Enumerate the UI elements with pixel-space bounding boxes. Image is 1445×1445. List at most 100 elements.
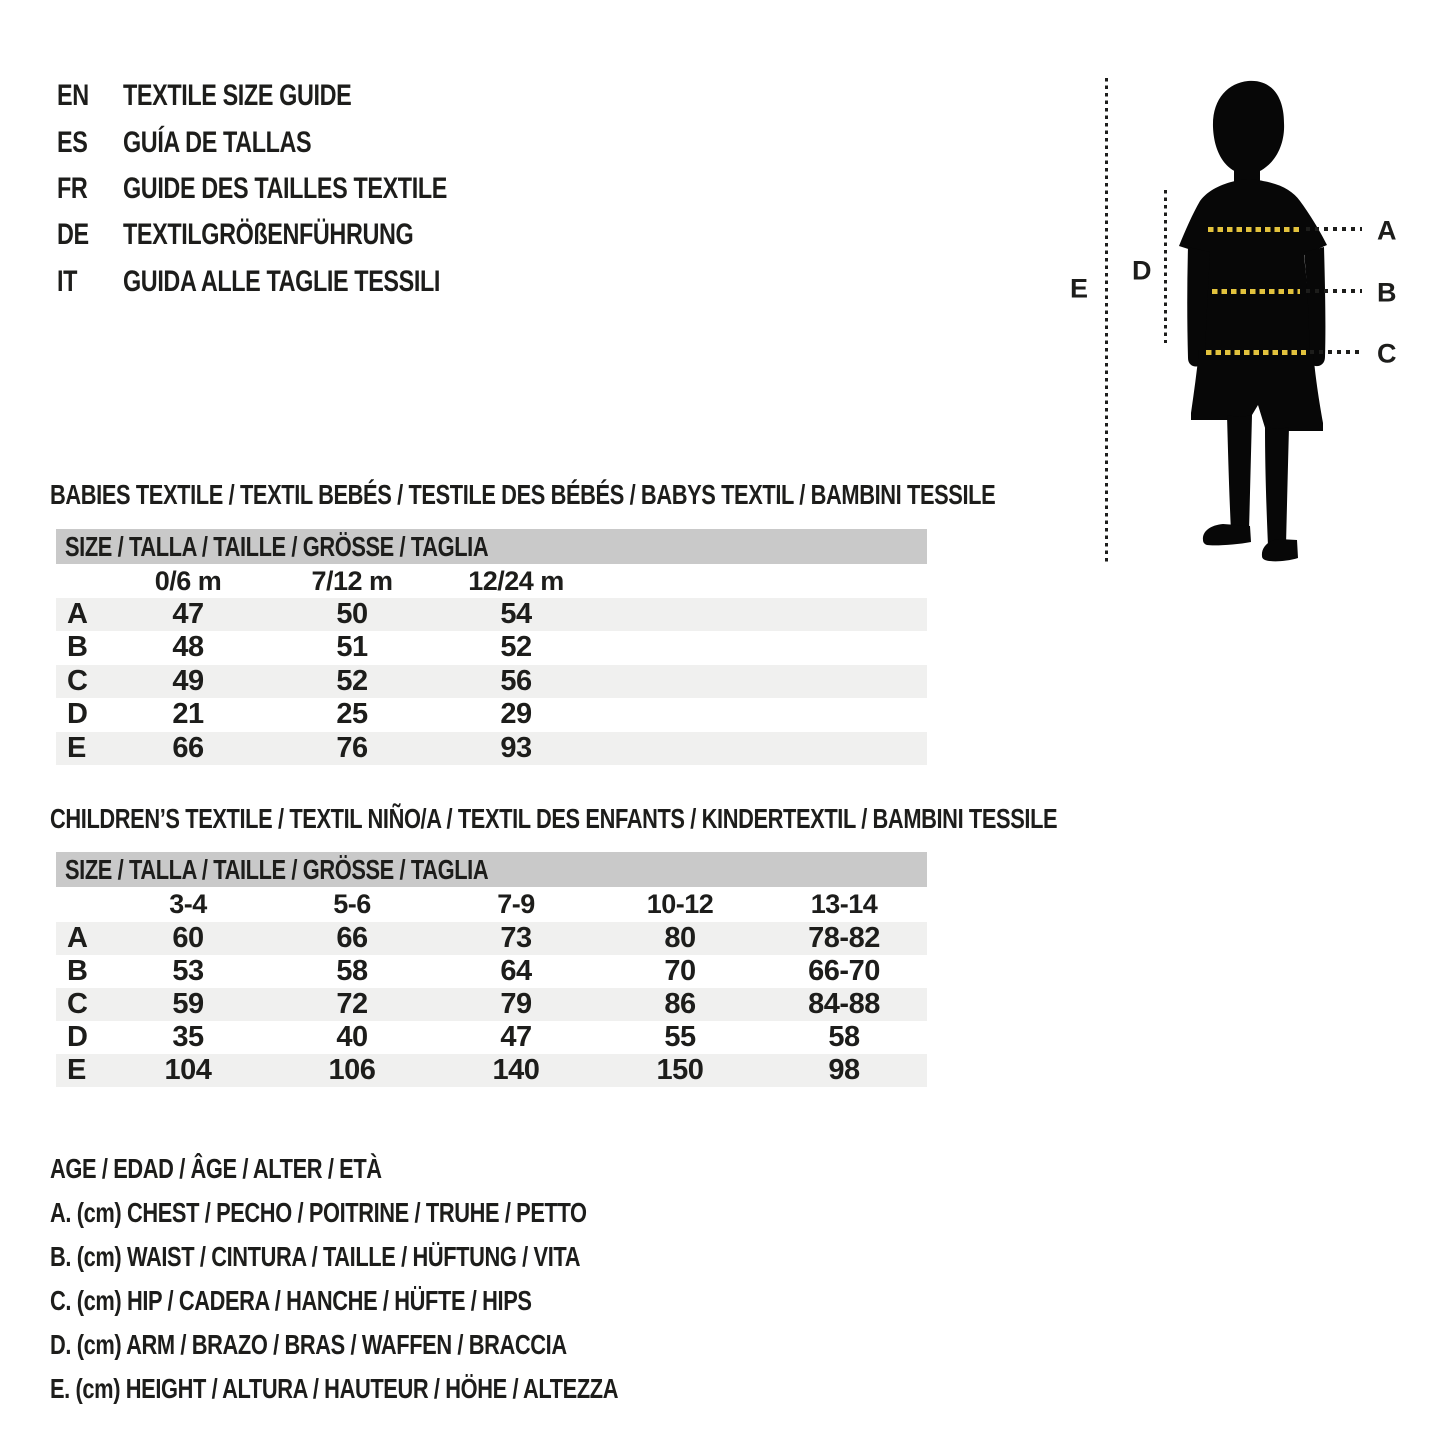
legend-line: B. (cm) WAIST / CINTURA / TAILLE / HÜFTU… — [50, 1241, 581, 1272]
language-code: EN — [57, 79, 89, 113]
size-value: 56 — [500, 664, 532, 697]
language-row: EN TEXTILE SIZE GUIDE — [57, 73, 538, 119]
size-value: 79 — [500, 988, 532, 1020]
measure-row-label: C — [67, 664, 88, 697]
size-value: 86 — [664, 988, 696, 1020]
size-value: 29 — [500, 698, 532, 731]
measure-row: E 66 76 93 — [56, 731, 927, 765]
measure-row: D 21 25 29 — [56, 698, 927, 731]
size-value: 52 — [336, 664, 368, 697]
legend-line: A. (cm) CHEST / PECHO / POITRINE / TRUHE… — [50, 1197, 587, 1228]
legend-line: D. (cm) ARM / BRAZO / BRAS / WAFFEN / BR… — [50, 1329, 567, 1360]
size-value: 66 — [172, 731, 204, 764]
figure-label-a: A — [1377, 215, 1397, 246]
column-header: 3-4 — [169, 889, 207, 919]
language-title: TEXTILGRÖßENFÜHRUNG — [123, 218, 414, 252]
size-value: 150 — [656, 1054, 704, 1086]
measure-row-label: B — [67, 631, 88, 664]
size-value: 80 — [664, 922, 696, 954]
measure-row: B 48 51 52 — [56, 631, 927, 664]
size-value: 53 — [172, 955, 204, 987]
size-value: 25 — [336, 698, 368, 731]
measure-row: C 49 52 56 — [56, 664, 927, 699]
size-value: 58 — [336, 955, 368, 987]
language-title: GUIDE DES TAILLES TEXTILE — [123, 171, 447, 205]
measure-row-label: E — [67, 731, 86, 764]
language-row: DE TEXTILGRÖßENFÜHRUNG — [57, 212, 538, 258]
measure-row: D 35 40 47 55 58 — [56, 1021, 927, 1054]
measure-row: C 59 72 79 86 84-88 — [56, 988, 927, 1021]
language-code: IT — [57, 264, 78, 298]
size-value: 66-70 — [808, 955, 880, 987]
size-value: 73 — [500, 922, 532, 954]
figure-label-e: E — [1070, 273, 1089, 304]
column-header: 0/6 m — [154, 566, 222, 596]
language-code: FR — [57, 171, 88, 205]
hip-line-c-leader — [1310, 350, 1362, 354]
height-line-e — [1105, 78, 1108, 562]
measure-row-label: D — [67, 1021, 88, 1053]
size-value: 78-82 — [808, 922, 880, 954]
language-title: GUÍA DE TALLAS — [123, 125, 312, 159]
size-value: 66 — [336, 922, 368, 954]
measure-row-label: C — [67, 988, 88, 1020]
arm-line-d — [1164, 190, 1167, 343]
size-value: 52 — [500, 631, 532, 664]
size-value: 140 — [492, 1054, 540, 1086]
size-value: 47 — [172, 598, 204, 630]
size-value: 70 — [664, 955, 696, 987]
size-value: 64 — [500, 955, 532, 987]
size-value: 50 — [336, 598, 368, 630]
language-row: IT GUIDA ALLE TAGLIE TESSILI — [57, 259, 538, 305]
babies-section-title: BABIES TEXTILE / TEXTIL BEBÉS / TESTILE … — [50, 479, 996, 510]
figure-label-b: B — [1377, 277, 1397, 308]
language-title-list: EN TEXTILE SIZE GUIDE ES GUÍA DE TALLAS … — [57, 73, 538, 305]
hip-line-c-dashes — [1206, 350, 1306, 355]
children-column-headers: 3-4 5-6 7-9 10-12 13-14 — [56, 887, 927, 921]
child-silhouette — [1179, 80, 1327, 562]
measure-row-label: E — [67, 1054, 86, 1086]
chest-line-a-leader — [1306, 227, 1362, 231]
measure-row-label: A — [67, 922, 88, 954]
babies-size-table: A 47 50 54 B 48 51 52 C 49 52 56 D 21 25… — [56, 598, 927, 765]
column-header: 7/12 m — [311, 566, 393, 596]
legend-line: C. (cm) HIP / CADERA / HANCHE / HÜFTE / … — [50, 1285, 532, 1316]
legend-line: E. (cm) HEIGHT / ALTURA / HAUTEUR / HÖHE… — [50, 1373, 619, 1404]
size-value: 35 — [172, 1021, 204, 1053]
measure-row-label: A — [67, 598, 88, 630]
size-value: 54 — [500, 598, 532, 630]
size-value: 98 — [828, 1054, 860, 1086]
children-section-title: CHILDREN’S TEXTILE / TEXTIL NIÑO/A / TEX… — [50, 803, 1058, 834]
measurement-legend: AGE / EDAD / ÂGE / ALTER / ETÀ A. (cm) C… — [50, 1147, 778, 1411]
size-value: 48 — [172, 631, 204, 664]
size-value: 47 — [500, 1021, 532, 1053]
waist-line-b-dashes — [1212, 289, 1300, 294]
figure-label-c: C — [1377, 338, 1397, 369]
size-value: 76 — [336, 731, 368, 764]
column-header: 12/24 m — [468, 566, 564, 596]
waist-line-b-leader — [1306, 289, 1362, 293]
column-header: 5-6 — [333, 889, 371, 919]
size-value: 104 — [164, 1054, 212, 1086]
size-value: 84-88 — [808, 988, 880, 1020]
measure-row: A 47 50 54 — [56, 598, 927, 632]
language-row: ES GUÍA DE TALLAS — [57, 119, 538, 165]
babies-column-headers: 0/6 m 7/12 m 12/24 m — [56, 564, 927, 598]
chest-line-a-dashes — [1208, 227, 1300, 232]
measure-row: A 60 66 73 80 78-82 — [56, 922, 927, 955]
column-header: 10-12 — [646, 889, 714, 919]
size-value: 72 — [336, 988, 368, 1020]
measure-row: E 104 106 140 150 98 — [56, 1054, 927, 1087]
language-title: TEXTILE SIZE GUIDE — [123, 79, 352, 113]
language-code: DE — [57, 218, 89, 252]
measure-row-label: D — [67, 698, 88, 731]
size-value: 51 — [336, 631, 368, 664]
measure-row: B 53 58 64 70 66-70 — [56, 955, 927, 988]
size-value: 49 — [172, 664, 204, 697]
size-value: 106 — [328, 1054, 376, 1086]
size-value: 55 — [664, 1021, 696, 1053]
column-header: 13-14 — [810, 889, 878, 919]
children-size-table: A 60 66 73 80 78-82 B 53 58 64 70 66-70 … — [56, 922, 927, 1087]
figure-label-d: D — [1132, 255, 1152, 286]
